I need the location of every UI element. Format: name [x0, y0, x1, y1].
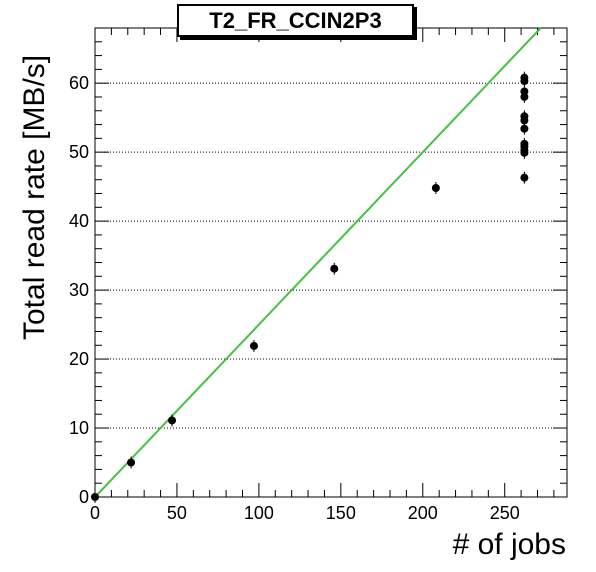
data-point: [91, 493, 99, 501]
x-tick-label: 150: [326, 503, 356, 523]
fit-line-path: [94, 27, 542, 498]
x-tick-label: 50: [167, 503, 187, 523]
plot-frame: [94, 27, 568, 498]
fit-line: [94, 27, 542, 498]
data-point: [520, 139, 529, 148]
y-tick-label: 40: [69, 211, 89, 231]
x-tick-label: 0: [90, 503, 100, 523]
data-point: [520, 124, 529, 133]
tick-labels: 0 10 20 30 40 50 60 0 50 100 150 200 250: [69, 73, 520, 523]
data-point: [520, 73, 529, 82]
data-point: [520, 87, 529, 96]
data-point: [520, 173, 529, 182]
grid-lines: [95, 82, 567, 429]
data-points: [91, 71, 529, 503]
y-tick-label: 20: [69, 349, 89, 369]
data-point: [520, 112, 529, 121]
y-tick-label: 60: [69, 73, 89, 93]
y-tick-label: 0: [79, 487, 89, 507]
chart-title: T2_FR_CCIN2P3: [177, 4, 414, 37]
y-axis-label: Total read rate [MB/s]: [18, 54, 51, 340]
x-tick-label: 200: [408, 503, 438, 523]
data-point: [249, 341, 258, 350]
data-point: [168, 416, 177, 425]
data-point: [431, 184, 440, 193]
y-tick-label: 30: [69, 280, 89, 300]
axis-ticks: [94, 27, 567, 498]
y-tick-label: 10: [69, 418, 89, 438]
data-point: [127, 458, 136, 467]
x-tick-label: 100: [244, 503, 274, 523]
y-tick-label: 50: [69, 142, 89, 162]
data-point: [330, 264, 339, 273]
x-tick-label: 250: [490, 503, 520, 523]
x-axis-label: # of jobs: [452, 528, 566, 561]
